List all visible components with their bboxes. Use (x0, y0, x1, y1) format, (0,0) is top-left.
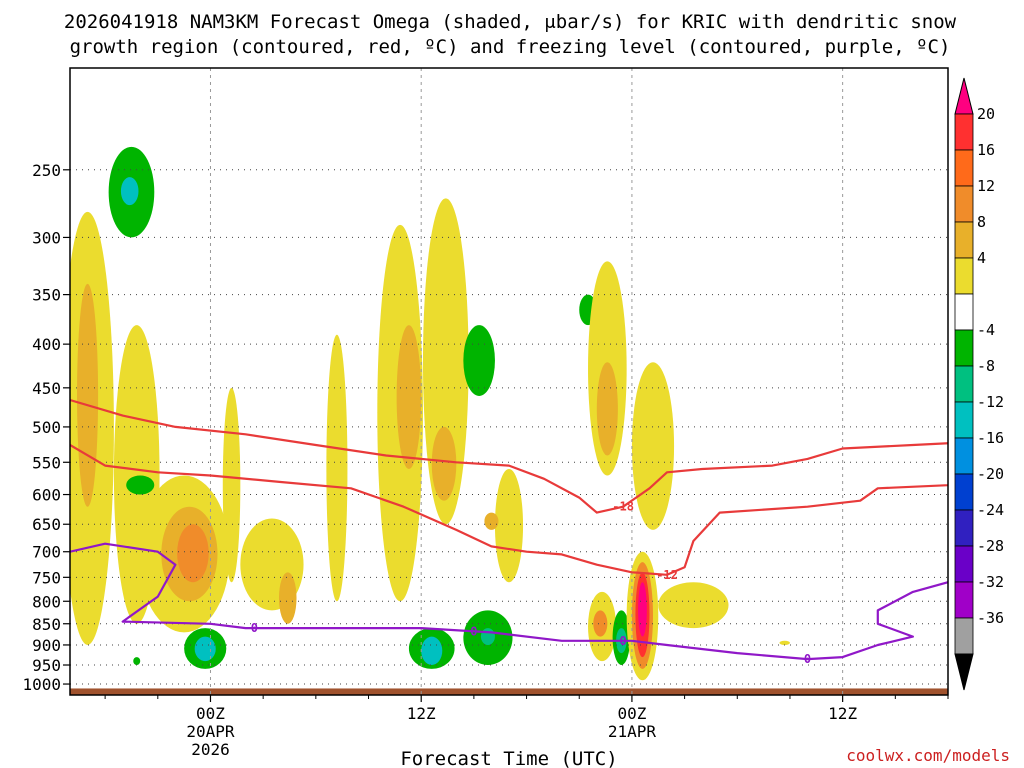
y-tick-label: 250 (32, 161, 61, 180)
colorbar-bin (954, 185, 974, 223)
x-tick-label: 00Z (617, 704, 646, 723)
omega-blob (396, 325, 422, 469)
omega-blob (484, 512, 499, 530)
colorbar-bin (954, 113, 974, 151)
omega-blob (463, 325, 495, 396)
contour-line (70, 444, 948, 576)
contour-label: 0 (470, 624, 477, 638)
contour-label: 0 (804, 652, 811, 666)
omega-blob (278, 572, 297, 624)
omega-blob (421, 636, 443, 666)
credit-text: coolwx.com/models (846, 746, 1010, 765)
colorbar-label: 12 (977, 177, 995, 195)
omega-blob (638, 582, 647, 637)
y-tick-label: 300 (32, 228, 61, 247)
y-tick-label: 800 (32, 592, 61, 611)
contour-line (70, 398, 948, 514)
omega-blob (596, 362, 618, 456)
contour-line (70, 542, 948, 661)
x-tick-label: 2026 (191, 740, 230, 759)
colorbar: 20 16 12 8 4 -4 -8 -12 -16 -20 -24 -28 -32 -36 (954, 77, 1004, 691)
y-axis-ticks: 250 300 350 400 450 500 550 600 650 700 750 800 850 9… (22, 161, 70, 694)
y-tick-label: 500 (32, 418, 61, 437)
colorbar-arrow-top (954, 77, 974, 115)
y-tick-label: 450 (32, 379, 61, 398)
x-tick-label: 00Z (196, 704, 225, 723)
contour-label: -18 (612, 500, 634, 514)
omega-blob (222, 387, 241, 583)
colorbar-bin (954, 293, 974, 331)
colorbar-label: -12 (977, 393, 1004, 411)
x-tick-label: 12Z (828, 704, 857, 723)
y-tick-label: 1000 (22, 675, 61, 694)
colorbar-label: 8 (977, 213, 986, 231)
omega-blob (133, 657, 141, 666)
y-tick-label: 850 (32, 615, 61, 634)
y-tick-label: 550 (32, 453, 61, 472)
omega-blob (658, 582, 729, 629)
colorbar-label: -8 (977, 357, 995, 375)
y-tick-label: 350 (32, 286, 61, 305)
colorbar-bin (954, 257, 974, 295)
plot-frame (69, 67, 949, 696)
y-tick-label: 400 (32, 335, 61, 354)
y-tick-label: 950 (32, 656, 61, 675)
colorbar-bin (954, 437, 974, 475)
colorbar-label: 16 (977, 141, 995, 159)
x-tick-label: 20APR (186, 722, 235, 741)
colorbar-bin (954, 509, 974, 547)
x-axis-ticks: 00Z20APR202612Z00Z21APR12Z00Z22APR (104, 695, 949, 759)
y-tick-label: 700 (32, 543, 61, 562)
chart-title-line-1: 2026041918 NAM3KM Forecast Omega (shaded… (64, 11, 957, 33)
x-axis-title: Forecast Time (UTC) (400, 748, 617, 768)
x-tick-label: 12Z (407, 704, 436, 723)
contour-label: 0 (620, 634, 627, 648)
contour-label: -12 (656, 568, 678, 582)
y-tick-label: 750 (32, 568, 61, 587)
omega-blob (779, 640, 790, 645)
colorbar-bin (954, 221, 974, 259)
omega-blob (120, 177, 139, 206)
y-tick-label: 600 (32, 486, 61, 505)
omega-blob (194, 636, 216, 662)
colorbar-bin (954, 329, 974, 367)
y-tick-label: 650 (32, 515, 61, 534)
colorbar-arrow-bottom (954, 653, 974, 691)
colorbar-label: 20 (977, 105, 995, 123)
contour-label: 0 (251, 621, 258, 635)
colorbar-bin (954, 365, 974, 403)
colorbar-bin (954, 149, 974, 187)
colorbar-bin (954, 401, 974, 439)
colorbar-label: -20 (977, 465, 1004, 483)
colorbar-label: -32 (977, 573, 1004, 591)
omega-blob (631, 362, 675, 530)
ground-layer (70, 688, 948, 695)
omega-blob (431, 426, 457, 501)
colorbar-label: -4 (977, 321, 995, 339)
omega-blob (177, 524, 209, 583)
x-tick-label: 21APR (608, 722, 657, 741)
colorbar-label: -28 (977, 537, 1004, 555)
colorbar-bin (954, 545, 974, 583)
omega-blob (326, 334, 348, 602)
omega-shading (70, 146, 948, 695)
colorbar-label: -24 (977, 501, 1004, 519)
omega-blob (77, 283, 99, 507)
colorbar-label: 4 (977, 249, 986, 267)
colorbar-bin (954, 473, 974, 511)
y-tick-label: 900 (32, 636, 61, 655)
colorbar-label: -36 (977, 609, 1004, 627)
omega-blob (494, 468, 524, 583)
colorbar-label: -16 (977, 429, 1004, 447)
omega-blob (126, 475, 155, 495)
colorbar-bin (954, 617, 974, 655)
plot-grid (70, 68, 948, 695)
chart-title-line-2: growth region (contoured, red, ºC) and f… (70, 36, 951, 58)
omega-blob (593, 610, 608, 637)
colorbar-bin (954, 581, 974, 619)
